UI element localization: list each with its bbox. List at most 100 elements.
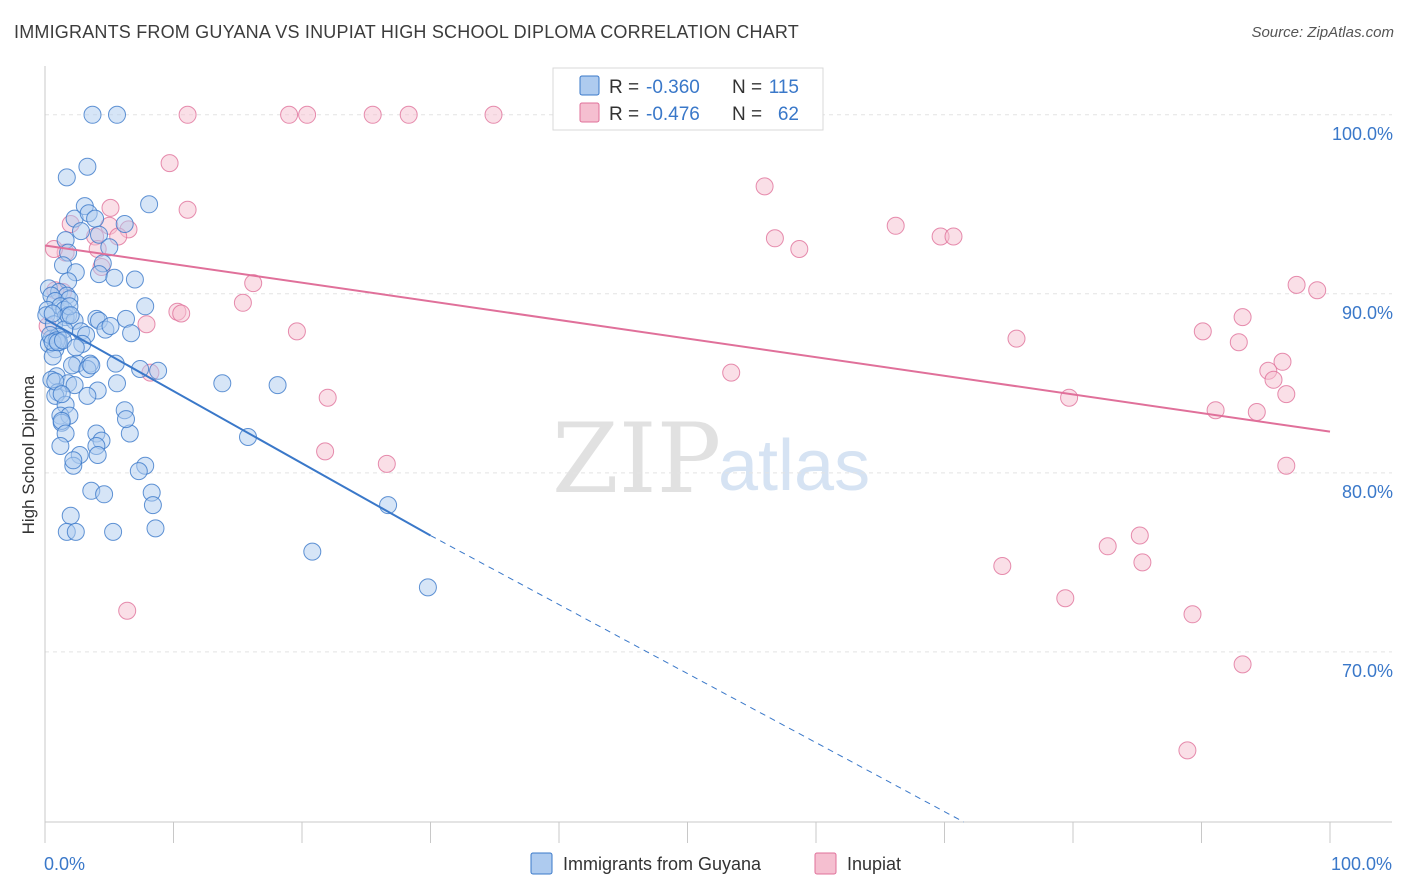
point-guyana: [95, 485, 114, 504]
point-guyana: [101, 317, 120, 335]
point-inupiat: [1287, 275, 1306, 294]
point-guyana: [131, 360, 150, 378]
point-guyana: [66, 522, 85, 541]
legend-swatch-guyana: [579, 75, 600, 96]
point-inupiat: [886, 216, 905, 235]
point-guyana: [149, 361, 168, 380]
point-guyana: [78, 157, 97, 176]
watermark-atlas: atlas: [718, 426, 870, 506]
point-inupiat: [1060, 388, 1079, 407]
point-guyana: [117, 410, 135, 429]
point-guyana: [115, 215, 134, 233]
legend-n-label-guyana: N =: [732, 77, 762, 98]
point-inupiat: [1264, 370, 1283, 389]
stats-legend: R = -0.360 N = 115 R = -0.476 N = 62: [552, 67, 824, 131]
point-guyana: [52, 385, 71, 404]
point-guyana: [268, 376, 287, 395]
point-inupiat: [1247, 403, 1266, 421]
y-tick-label: 90.0%: [1342, 303, 1393, 323]
series-legend-label-inupiat: Inupiat: [847, 854, 901, 874]
point-inupiat: [1130, 526, 1149, 545]
point-inupiat: [765, 229, 784, 248]
point-inupiat: [1178, 741, 1197, 760]
point-inupiat: [298, 105, 317, 124]
legend-r-value-guyana: -0.360: [646, 77, 700, 98]
point-guyana: [82, 356, 101, 375]
point-inupiat: [1007, 329, 1026, 348]
point-inupiat: [377, 454, 396, 473]
point-inupiat: [1273, 352, 1292, 371]
trend-line-guyana-extension: [430, 535, 965, 823]
point-inupiat: [1233, 308, 1252, 327]
point-inupiat: [101, 198, 120, 217]
point-inupiat: [233, 293, 252, 312]
point-guyana: [51, 437, 70, 455]
point-inupiat: [363, 105, 382, 124]
trend-line-guyana: [44, 318, 431, 537]
point-inupiat: [944, 227, 963, 246]
data-points: [37, 105, 1327, 760]
point-guyana: [136, 297, 155, 316]
point-inupiat: [1308, 281, 1327, 300]
point-guyana: [105, 268, 124, 287]
point-guyana: [72, 222, 90, 241]
point-inupiat: [1133, 553, 1152, 572]
x-tick-label: 0.0%: [44, 854, 85, 874]
watermark-zip: ZIP: [552, 403, 721, 515]
legend-r-label-inupiat: R =: [609, 104, 639, 125]
point-guyana: [122, 324, 141, 343]
trend-line-inupiat: [44, 244, 1331, 433]
point-guyana: [146, 519, 165, 538]
point-guyana: [57, 168, 76, 187]
point-guyana: [303, 542, 322, 561]
point-guyana: [108, 105, 126, 124]
point-guyana: [65, 376, 84, 395]
point-guyana: [143, 496, 162, 515]
legend-n-label-inupiat: N =: [732, 104, 762, 125]
point-guyana: [78, 386, 97, 405]
point-inupiat: [790, 240, 809, 258]
y-tick-label: 80.0%: [1342, 482, 1393, 502]
point-guyana: [66, 338, 85, 357]
point-guyana: [64, 451, 83, 470]
point-inupiat: [178, 105, 197, 124]
point-inupiat: [160, 154, 179, 173]
legend-r-label-guyana: R =: [609, 77, 639, 98]
chart-source: Source: ZipAtlas.com: [1251, 24, 1394, 41]
trend-lines: [44, 244, 1331, 823]
point-inupiat: [137, 315, 156, 334]
point-guyana: [61, 506, 80, 525]
point-inupiat: [1277, 385, 1296, 404]
point-inupiat: [1193, 322, 1212, 341]
series-legend: Immigrants from Guyana Inupiat: [530, 852, 901, 875]
point-inupiat: [484, 105, 503, 124]
point-inupiat: [993, 557, 1012, 575]
watermark: ZIP atlas: [552, 403, 870, 515]
point-guyana: [86, 209, 105, 228]
point-guyana: [108, 374, 126, 393]
point-guyana: [129, 462, 148, 481]
point-guyana: [63, 356, 81, 375]
point-inupiat: [172, 304, 191, 323]
tick-labels: 100.0% 90.0% 80.0% 70.0% 0.0% 100.0%: [44, 124, 1393, 874]
series-legend-swatch-inupiat: [814, 852, 837, 875]
point-inupiat: [1229, 333, 1248, 352]
point-inupiat: [287, 322, 306, 341]
point-inupiat: [318, 388, 337, 407]
point-guyana: [43, 304, 62, 323]
point-guyana: [83, 105, 102, 124]
legend-r-value-inupiat: -0.476: [646, 104, 700, 125]
legend-n-value-inupiat: 62: [778, 104, 799, 125]
point-inupiat: [316, 442, 335, 461]
x-tick-label: 100.0%: [1331, 854, 1392, 874]
point-guyana: [104, 522, 123, 541]
point-guyana: [100, 238, 119, 257]
point-inupiat: [1098, 537, 1117, 556]
series-legend-label-guyana: Immigrants from Guyana: [563, 854, 762, 874]
gridlines: [45, 114, 1392, 653]
legend-swatch-inupiat: [579, 102, 600, 123]
point-inupiat: [118, 601, 137, 620]
point-guyana: [88, 446, 107, 464]
point-guyana: [61, 306, 80, 325]
point-guyana: [90, 265, 108, 284]
